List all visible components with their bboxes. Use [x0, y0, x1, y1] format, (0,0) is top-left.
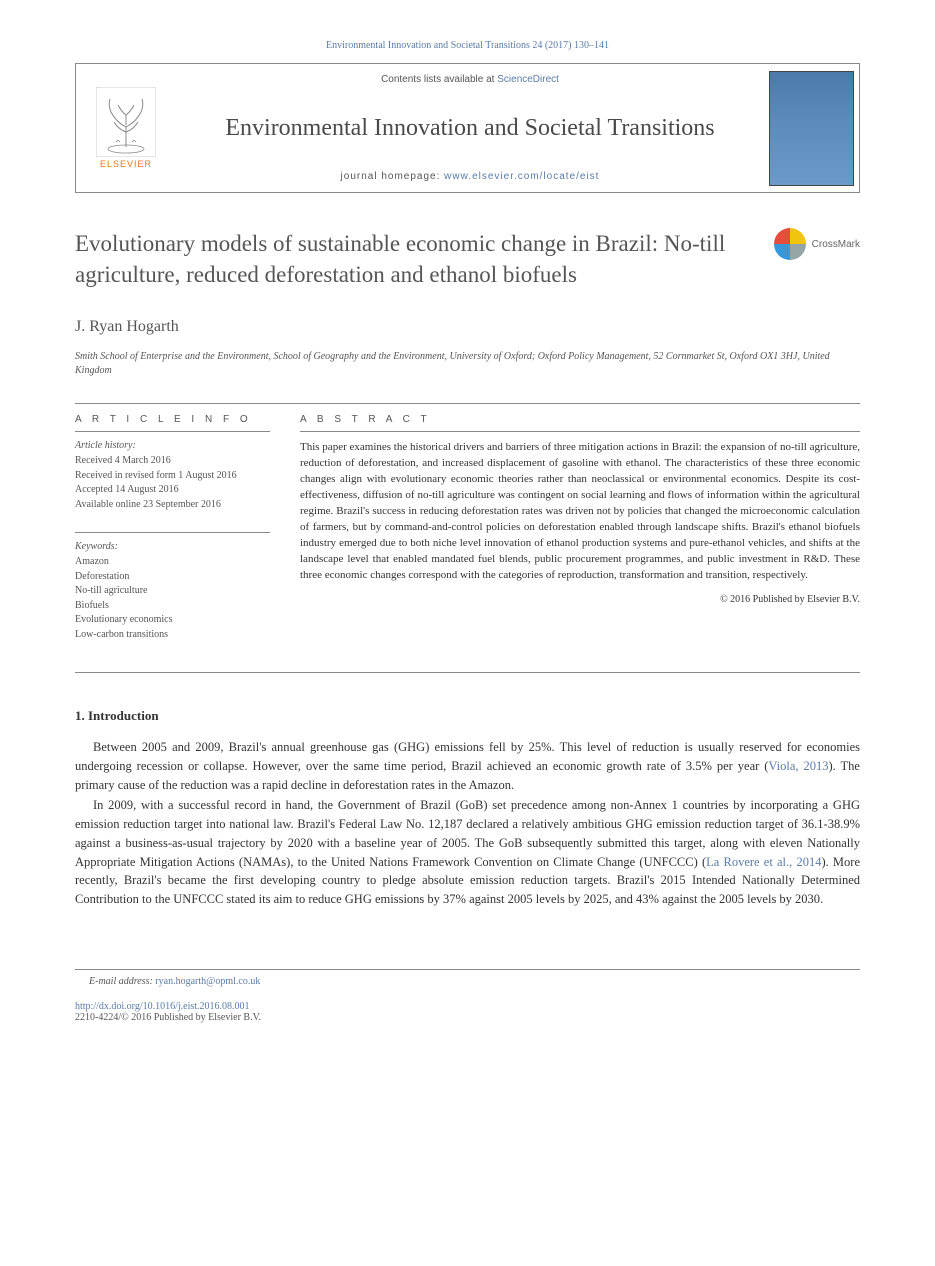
keywords-label: Keywords:	[75, 541, 270, 552]
abstract-copyright: © 2016 Published by Elsevier B.V.	[300, 594, 860, 605]
keyword: Deforestation	[75, 570, 270, 585]
journal-header: ELSEVIER Contents lists available at Sci…	[75, 63, 860, 193]
author-name: J. Ryan Hogarth	[75, 318, 860, 336]
body-paragraph: In 2009, with a successful record in han…	[75, 796, 860, 909]
header-center: Contents lists available at ScienceDirec…	[176, 64, 764, 192]
footer: E-mail address: ryan.hogarth@opml.co.uk …	[75, 969, 860, 1023]
para-text: Between 2005 and 2009, Brazil's annual g…	[75, 740, 860, 773]
homepage-line: journal homepage: www.elsevier.com/locat…	[184, 171, 756, 182]
cover-cell	[764, 64, 859, 192]
contents-prefix: Contents lists available at	[381, 74, 497, 85]
history-revised: Received in revised form 1 August 2016	[75, 469, 270, 484]
contents-line: Contents lists available at ScienceDirec…	[184, 74, 756, 85]
history-label: Article history:	[75, 440, 270, 451]
crossmark-icon	[774, 228, 806, 260]
crossmark-label: CrossMark	[812, 239, 860, 250]
issn-line: 2210-4224/© 2016 Published by Elsevier B…	[75, 1012, 860, 1023]
crossmark-badge[interactable]: CrossMark	[774, 228, 860, 260]
history-accepted: Accepted 14 August 2016	[75, 483, 270, 498]
author-affiliation: Smith School of Enterprise and the Envir…	[75, 350, 860, 378]
homepage-prefix: journal homepage:	[341, 171, 445, 182]
citation-link[interactable]: Viola, 2013	[768, 759, 828, 773]
history-block: Article history: Received 4 March 2016 R…	[75, 431, 270, 512]
article-info-label: A R T I C L E I N F O	[75, 404, 270, 431]
keywords-block: Keywords: Amazon Deforestation No-till a…	[75, 532, 270, 642]
journal-cover-icon	[769, 71, 854, 186]
homepage-link[interactable]: www.elsevier.com/locate/eist	[444, 171, 599, 182]
title-row: Evolutionary models of sustainable econo…	[75, 228, 860, 290]
article-info-column: A R T I C L E I N F O Article history: R…	[75, 404, 270, 642]
crossmark-cell: CrossMark	[760, 228, 860, 290]
divider	[75, 672, 860, 673]
email-line: E-mail address: ryan.hogarth@opml.co.uk	[75, 976, 860, 987]
journal-reference: Environmental Innovation and Societal Tr…	[75, 40, 860, 51]
history-received: Received 4 March 2016	[75, 454, 270, 469]
abstract-column: A B S T R A C T This paper examines the …	[300, 404, 860, 642]
abstract-label: A B S T R A C T	[300, 404, 860, 431]
info-abstract-row: A R T I C L E I N F O Article history: R…	[75, 404, 860, 642]
keyword: Biofuels	[75, 599, 270, 614]
abstract-text: This paper examines the historical drive…	[300, 431, 860, 583]
publisher-logo-cell: ELSEVIER	[76, 64, 176, 192]
journal-title: Environmental Innovation and Societal Tr…	[184, 114, 756, 143]
history-online: Available online 23 September 2016	[75, 498, 270, 513]
keyword: Evolutionary economics	[75, 613, 270, 628]
keyword: Amazon	[75, 555, 270, 570]
doi-block: http://dx.doi.org/10.1016/j.eist.2016.08…	[75, 1001, 860, 1023]
doi-link[interactable]: http://dx.doi.org/10.1016/j.eist.2016.08…	[75, 1001, 860, 1012]
citation-link[interactable]: La Rovere et al., 2014	[706, 855, 821, 869]
publisher-name: ELSEVIER	[100, 159, 152, 169]
keyword: Low-carbon transitions	[75, 628, 270, 643]
introduction-section: 1. Introduction Between 2005 and 2009, B…	[75, 708, 860, 909]
section-heading: 1. Introduction	[75, 708, 860, 724]
elsevier-tree-icon	[96, 87, 156, 157]
article-title: Evolutionary models of sustainable econo…	[75, 228, 760, 290]
sciencedirect-link[interactable]: ScienceDirect	[497, 74, 559, 85]
body-paragraph: Between 2005 and 2009, Brazil's annual g…	[75, 738, 860, 794]
keyword: No-till agriculture	[75, 584, 270, 599]
email-link[interactable]: ryan.hogarth@opml.co.uk	[155, 976, 260, 987]
email-label: E-mail address:	[89, 976, 155, 987]
